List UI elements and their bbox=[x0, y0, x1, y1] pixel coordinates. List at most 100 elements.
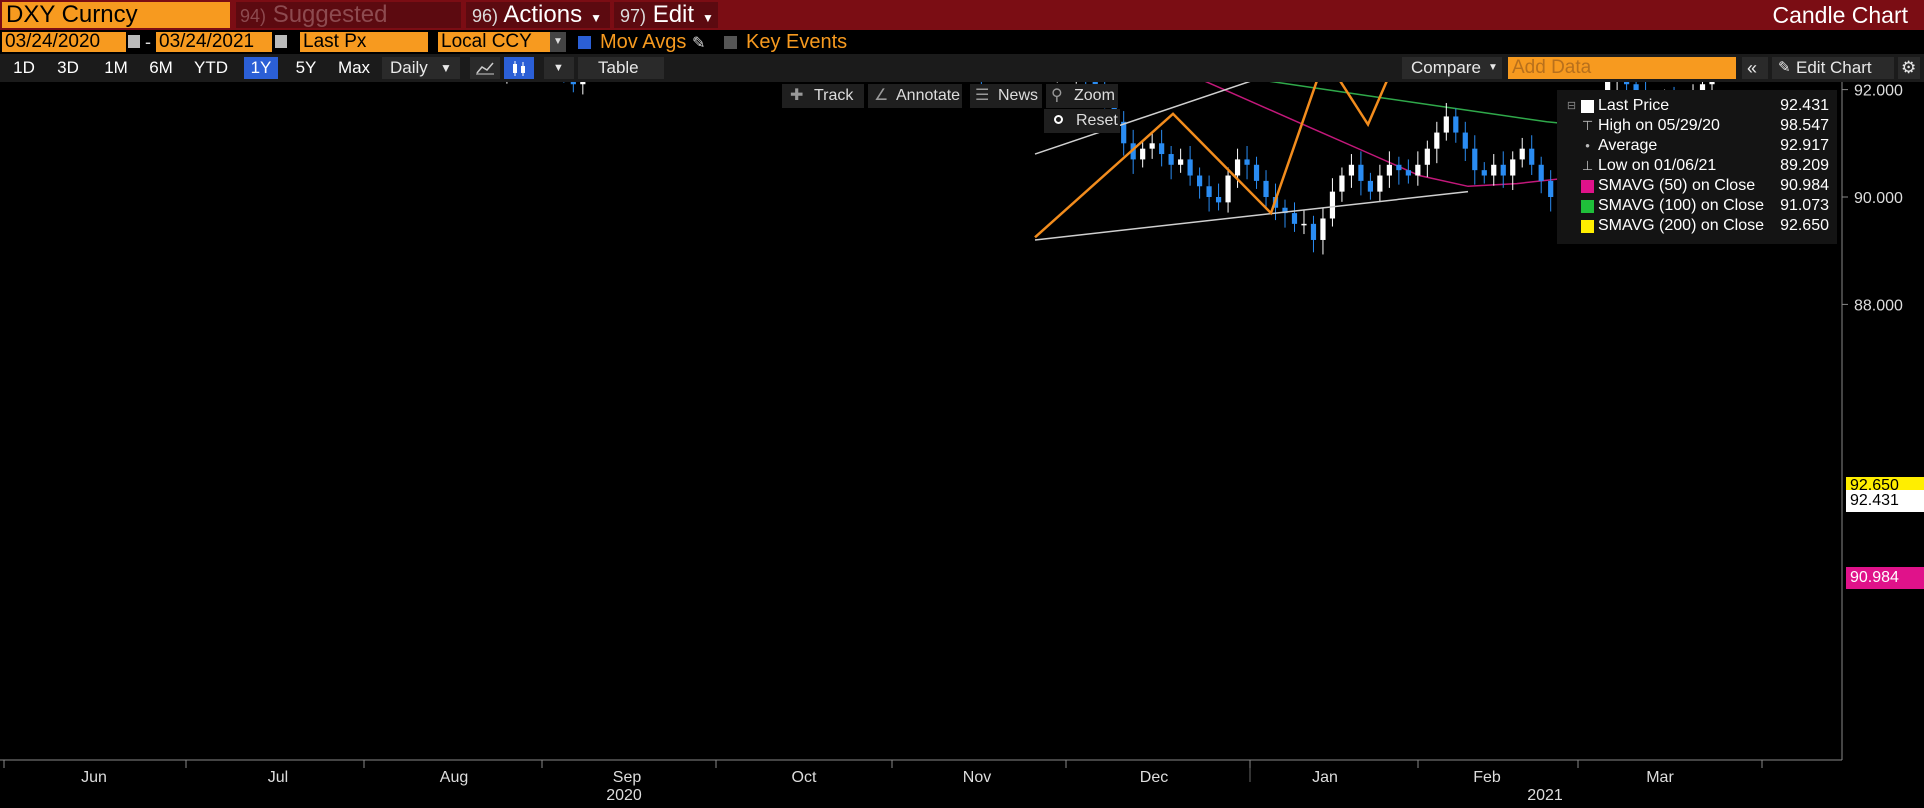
suggested-charts-button[interactable]: 94) Suggested Charts bbox=[236, 2, 461, 55]
candle-body bbox=[1472, 148, 1478, 171]
ticker-field[interactable]: DXY Curncy bbox=[2, 2, 230, 28]
edit-chart-button[interactable]: ✎ Edit Chart bbox=[1772, 57, 1894, 79]
actions-label: Actions bbox=[503, 1, 583, 28]
key-events-checkbox[interactable] bbox=[724, 36, 737, 49]
legend-value: 89.209 bbox=[1780, 157, 1829, 174]
track-tool[interactable]: ✚ Track bbox=[782, 84, 864, 108]
calendar-icon[interactable] bbox=[128, 35, 140, 48]
news-tool[interactable]: ☰ News bbox=[970, 84, 1042, 108]
candle-body bbox=[1367, 180, 1373, 192]
candle-body bbox=[1624, 82, 1630, 85]
candle-body bbox=[1140, 148, 1146, 160]
start-date-field[interactable]: 03/24/2020 bbox=[2, 32, 126, 52]
pencil-icon: ∠ bbox=[874, 87, 889, 104]
legend-swatch bbox=[1581, 100, 1594, 113]
currency-select[interactable]: Local CCY bbox=[438, 32, 550, 52]
top-bar: DXY Curncy 94) Suggested Charts 96) Acti… bbox=[0, 0, 1924, 55]
reset-button[interactable]: Reset bbox=[1044, 109, 1120, 133]
x-month-label: Feb bbox=[1473, 769, 1501, 786]
candle-body bbox=[1301, 223, 1307, 226]
legend-swatch bbox=[1581, 200, 1594, 213]
candle-body bbox=[570, 82, 576, 85]
annotate-tool[interactable]: ∠ Annotate bbox=[868, 84, 962, 108]
legend-row-high: ⊤ High on 05/29/20 98.547 bbox=[1557, 116, 1837, 136]
legend-label: High on 05/29/20 bbox=[1598, 117, 1720, 134]
news-icon: ☰ bbox=[975, 87, 990, 104]
period-1m[interactable]: 1M bbox=[104, 58, 128, 77]
legend-row-last-price: ⊟ Last Price 92.431 bbox=[1557, 96, 1837, 116]
end-date-field[interactable]: 03/24/2021 bbox=[156, 32, 272, 52]
search-icon: ⚲ bbox=[1051, 87, 1063, 104]
candle-body bbox=[1149, 143, 1155, 149]
gear-icon[interactable]: ⚙ bbox=[1898, 57, 1920, 79]
pencil-icon[interactable]: ✎ bbox=[692, 35, 706, 52]
key-events-label[interactable]: Key Events bbox=[746, 31, 848, 53]
table-button[interactable]: Table bbox=[578, 57, 664, 79]
period-1d[interactable]: 1D bbox=[13, 58, 35, 77]
candle-body bbox=[1320, 218, 1326, 240]
period-1y[interactable]: 1Y bbox=[244, 57, 278, 79]
annotate-label: Annotate bbox=[896, 87, 961, 104]
candle-body bbox=[1709, 82, 1715, 85]
legend-label: SMAVG (100) on Close bbox=[1598, 197, 1764, 214]
zoom-tool[interactable]: ⚲ Zoom bbox=[1046, 84, 1118, 108]
legend-label: Average bbox=[1598, 137, 1658, 154]
period-max[interactable]: Max bbox=[337, 58, 371, 77]
compare-button[interactable]: Compare ▼ bbox=[1402, 57, 1502, 79]
high-marker-icon: ⊤ bbox=[1581, 118, 1594, 133]
mov-avgs-checkbox[interactable] bbox=[578, 36, 591, 49]
field-select[interactable]: Last Px bbox=[300, 32, 428, 52]
edit-menu[interactable]: 97) Edit ▼ bbox=[614, 2, 718, 28]
candle-body bbox=[1253, 164, 1260, 181]
actions-menu[interactable]: 96) Actions ▼ bbox=[466, 2, 610, 28]
news-label: News bbox=[998, 87, 1039, 104]
legend-row-low: ⊥ Low on 01/06/21 89.209 bbox=[1557, 156, 1837, 176]
candle-body bbox=[1244, 159, 1250, 165]
candle-body bbox=[580, 82, 586, 85]
legend-value: 92.650 bbox=[1780, 217, 1829, 234]
candle-body bbox=[1168, 154, 1174, 165]
period-6m[interactable]: 6M bbox=[149, 58, 173, 77]
mov-avgs-label[interactable]: Mov Avgs bbox=[600, 31, 687, 53]
compare-label: Compare bbox=[1411, 58, 1481, 77]
legend-value: 92.431 bbox=[1780, 97, 1829, 114]
candle-body bbox=[1339, 175, 1345, 192]
line-chart-icon[interactable] bbox=[470, 57, 500, 79]
minimize-icon[interactable]: ⊟ bbox=[1566, 100, 1577, 112]
collapse-icon[interactable]: « bbox=[1742, 57, 1768, 79]
x-month-label: Jan bbox=[1312, 769, 1338, 786]
candle-body bbox=[1197, 175, 1203, 187]
reset-icon bbox=[1054, 115, 1063, 124]
calendar-icon[interactable] bbox=[275, 35, 287, 48]
candle-body bbox=[1396, 164, 1402, 171]
x-month-label: Dec bbox=[1140, 769, 1168, 786]
chevron-down-icon[interactable]: ▼ bbox=[544, 57, 574, 79]
legend-label: SMAVG (50) on Close bbox=[1598, 177, 1756, 194]
window-title: Candle Chart bbox=[1772, 2, 1908, 28]
candle-body bbox=[1500, 164, 1506, 176]
chevron-down-icon[interactable]: ▼ bbox=[550, 32, 566, 52]
candle-body bbox=[1282, 207, 1288, 214]
x-year-label: 2020 bbox=[606, 787, 642, 804]
period-ytd[interactable]: YTD bbox=[194, 58, 228, 77]
zigzag-projection-line bbox=[1034, 82, 1388, 239]
candle-body bbox=[1699, 84, 1706, 95]
candle-body bbox=[1453, 116, 1459, 133]
x-month-label: Nov bbox=[963, 769, 991, 786]
add-data-input[interactable]: Add Data bbox=[1508, 57, 1736, 79]
candle-body bbox=[1443, 116, 1449, 133]
candle-body bbox=[1481, 170, 1487, 176]
candle-chart-icon[interactable] bbox=[504, 57, 534, 79]
candle-body bbox=[1529, 148, 1535, 165]
candle-body bbox=[1178, 159, 1184, 165]
frequency-select[interactable]: Daily ▼ bbox=[382, 57, 460, 79]
period-3d[interactable]: 3D bbox=[57, 58, 79, 77]
table-label: Table bbox=[598, 58, 639, 77]
candle-body bbox=[1633, 84, 1639, 95]
legend-row-sma50: SMAVG (50) on Close 90.984 bbox=[1557, 176, 1837, 196]
period-5y[interactable]: 5Y bbox=[295, 58, 317, 77]
x-month-label: Mar bbox=[1646, 769, 1674, 786]
candle-body bbox=[1291, 213, 1298, 224]
candle-body bbox=[1548, 180, 1554, 197]
x-month-label: Aug bbox=[440, 769, 468, 786]
